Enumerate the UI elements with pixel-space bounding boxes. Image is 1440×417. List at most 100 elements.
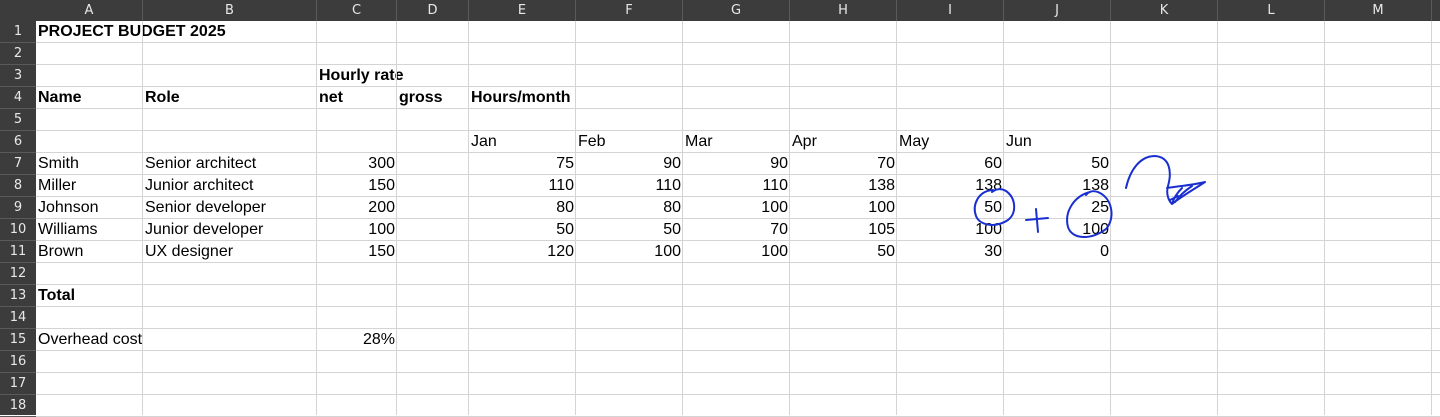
rate-cell[interactable]: 100 [368,221,395,238]
column-header-m[interactable]: M [1325,0,1432,21]
role-cell[interactable]: Junior architect [145,177,254,194]
name-header[interactable]: Name [38,89,82,106]
gross-header[interactable]: gross [399,89,443,106]
role-cell[interactable]: Senior architect [145,155,257,172]
hours-cell[interactable]: 25 [1091,199,1109,216]
total-label[interactable]: Total [38,287,76,304]
rate-cell[interactable]: 150 [368,243,395,260]
column-header-g[interactable]: G [683,0,790,21]
row-header-12[interactable]: 12 [0,263,36,285]
month-header-apr[interactable]: Apr [792,133,817,150]
hours-month-header[interactable]: Hours/month [471,89,571,106]
rate-cell[interactable]: 150 [368,177,395,194]
hours-cell[interactable]: 75 [556,155,574,172]
hours-cell[interactable]: 100 [1082,221,1109,238]
column-header-k[interactable]: K [1111,0,1218,21]
name-cell[interactable]: Miller [38,177,77,194]
hours-cell[interactable]: 50 [663,221,681,238]
hours-cell[interactable]: 100 [761,243,788,260]
column-header-c[interactable]: C [317,0,397,21]
hours-cell[interactable]: 50 [984,199,1002,216]
grid-hline [36,196,1440,197]
month-header-feb[interactable]: Feb [578,133,606,150]
hours-cell[interactable]: 138 [868,177,895,194]
role-cell[interactable]: Senior developer [145,199,266,216]
column-header-f[interactable]: F [576,0,683,21]
hours-cell[interactable]: 138 [975,177,1002,194]
hours-cell[interactable]: 50 [556,221,574,238]
hours-cell[interactable]: 110 [762,177,788,194]
name-cell[interactable]: Williams [38,221,98,238]
column-header-d[interactable]: D [397,0,469,21]
column-header-b[interactable]: B [143,0,317,21]
name-cell[interactable]: Johnson [38,199,99,216]
month-header-may[interactable]: May [899,133,930,150]
column-header-j[interactable]: J [1004,0,1111,21]
row-header-11[interactable]: 11 [0,241,36,263]
row-header-2[interactable]: 2 [0,43,36,65]
grid-hline [36,174,1440,175]
sheet-title[interactable]: PROJECT BUDGET 2025 [38,23,226,40]
column-header-a[interactable]: A [36,0,143,21]
hours-cell[interactable]: 50 [1091,155,1109,172]
row-header-7[interactable]: 7 [0,153,36,175]
row-header-3[interactable]: 3 [0,65,36,87]
overhead-value[interactable]: 28% [362,331,395,348]
hours-cell[interactable]: 50 [877,243,895,260]
row-header-13[interactable]: 13 [0,285,36,307]
hours-cell[interactable]: 90 [663,155,681,172]
row-header-1[interactable]: 1 [0,21,36,43]
hours-cell[interactable]: 80 [556,199,574,216]
hours-cell[interactable]: 120 [547,243,574,260]
row-header-10[interactable]: 10 [0,219,36,241]
hours-cell[interactable]: 100 [761,199,788,216]
hours-cell[interactable]: 0 [1100,243,1109,260]
hours-cell[interactable]: 110 [548,177,574,194]
hours-cell[interactable]: 30 [984,243,1002,260]
column-header-h[interactable]: H [790,0,897,21]
hours-cell[interactable]: 70 [877,155,895,172]
month-header-jun[interactable]: Jun [1006,133,1032,150]
grid-hline [36,152,1440,153]
name-cell[interactable]: Smith [38,155,79,172]
hours-cell[interactable]: 90 [770,155,788,172]
row-header-6[interactable]: 6 [0,131,36,153]
row-header-8[interactable]: 8 [0,175,36,197]
row-header-9[interactable]: 9 [0,197,36,219]
role-cell[interactable]: UX designer [145,243,234,260]
hours-cell[interactable]: 105 [868,221,895,238]
row-header-15[interactable]: 15 [0,329,36,351]
net-header[interactable]: net [319,89,343,106]
column-header-l[interactable]: L [1218,0,1325,21]
rate-cell[interactable]: 200 [368,199,395,216]
month-header-mar[interactable]: Mar [685,133,713,150]
rate-cell[interactable]: 300 [368,155,395,172]
grid-hline [36,64,1440,65]
grid-hline [36,218,1440,219]
name-cell[interactable]: Brown [38,243,84,260]
hours-cell[interactable]: 80 [663,199,681,216]
hours-cell[interactable]: 60 [984,155,1002,172]
column-header-e[interactable]: E [469,0,576,21]
spreadsheet-grid[interactable]: PROJECT BUDGET 2025 Hourly rate Name Rol… [36,21,1440,417]
role-header[interactable]: Role [145,89,180,106]
row-header-14[interactable]: 14 [0,307,36,329]
hours-cell[interactable]: 110 [655,177,681,194]
column-header-i[interactable]: I [897,0,1004,21]
hours-cell[interactable]: 100 [868,199,895,216]
hours-cell[interactable]: 138 [1082,177,1109,194]
row-header-18[interactable]: 18 [0,395,36,417]
hourly-rate-header[interactable]: Hourly rate [319,67,404,84]
month-header-jan[interactable]: Jan [471,133,497,150]
hours-cell[interactable]: 100 [975,221,1002,238]
row-header-4[interactable]: 4 [0,87,36,109]
row-header-16[interactable]: 16 [0,351,36,373]
role-cell[interactable]: Junior developer [145,221,264,238]
row-header-17[interactable]: 17 [0,373,36,395]
row-header-5[interactable]: 5 [0,109,36,131]
hours-cell[interactable]: 100 [654,243,681,260]
grid-hline [36,328,1440,329]
hours-cell[interactable]: 70 [770,221,788,238]
overhead-label[interactable]: Overhead cost [38,331,143,348]
